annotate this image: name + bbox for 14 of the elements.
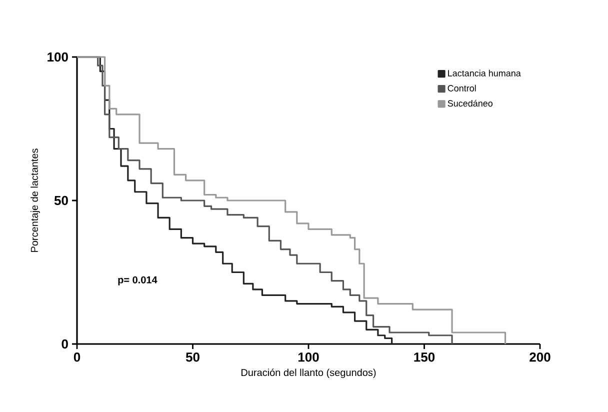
x-tick-label: 100 bbox=[298, 352, 319, 362]
x-tick-label: 200 bbox=[530, 352, 550, 362]
y-axis-title: Porcentaje de lactantes bbox=[30, 148, 40, 252]
x-tick-label: 0 bbox=[74, 352, 80, 362]
x-tick-label: 50 bbox=[186, 352, 200, 362]
legend-label: Control bbox=[448, 84, 476, 92]
x-tick-label: 150 bbox=[414, 352, 435, 362]
legend-label: Lactancia humana bbox=[448, 70, 521, 76]
y-tick-label: 100 bbox=[48, 52, 68, 62]
y-tick-label: 50 bbox=[54, 196, 68, 206]
y-tick-label: 0 bbox=[62, 339, 68, 349]
legend-label: Sucedáneo bbox=[448, 100, 493, 107]
x-axis-title: Duración del llanto (segundos) bbox=[242, 368, 376, 378]
annotation: p= 0.014 bbox=[118, 276, 158, 286]
